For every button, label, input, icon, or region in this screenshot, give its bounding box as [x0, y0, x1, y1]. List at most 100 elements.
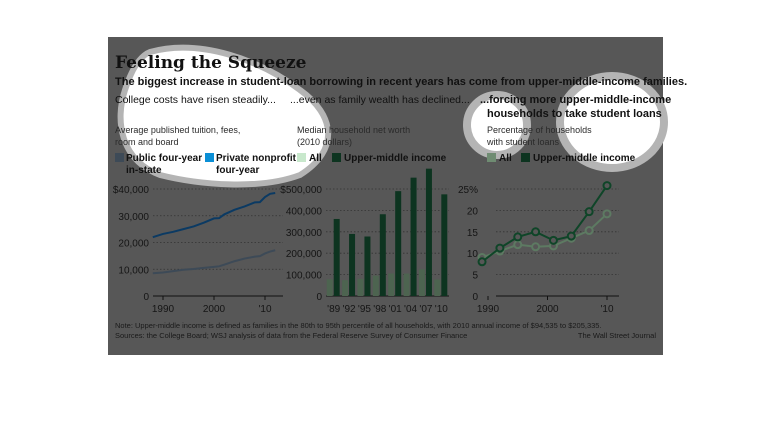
legend-label-upper: Upper-middle income: [533, 153, 636, 164]
chart-net-worth: 0 100,000 200,000 300,000 400,000 $500,000 '89…: [280, 168, 449, 315]
bar-upper-middle: [333, 218, 340, 296]
credit: The Wall Street Journal: [578, 331, 656, 340]
point-all: [531, 242, 541, 252]
point-upper-middle: [566, 231, 576, 241]
legend-swatch-private: [205, 153, 214, 162]
legend-label-private-2: four-year: [216, 165, 259, 176]
bar-upper-middle: [425, 168, 432, 296]
section-3-desc-2: with student loans: [486, 137, 560, 147]
section-3-headline-1: ...forcing more upper-middle-income: [480, 94, 671, 106]
section-3-desc-1: Percentage of households: [487, 125, 592, 135]
x-tick-label: '95: [358, 304, 371, 315]
point-upper-middle: [531, 227, 541, 237]
y-tick-label: $500,000: [280, 185, 322, 196]
footnote: Note: Upper-middle income is defined as …: [115, 321, 602, 330]
legend-label-upper: Upper-middle income: [344, 153, 447, 164]
bar-upper-middle: [441, 194, 448, 296]
point-all: [602, 209, 612, 219]
legend-swatch-public: [115, 153, 124, 162]
legend-chart-1: Public four-year in-state Private nonpro…: [115, 153, 297, 176]
bar-upper-middle: [379, 214, 386, 296]
y-tick-label: 200,000: [286, 249, 323, 260]
bar-all: [418, 269, 425, 296]
y-tick-label: 20,000: [118, 239, 149, 250]
x-tick-label: '89: [327, 304, 340, 315]
y-tick-label: 300,000: [286, 228, 323, 239]
spotlight-middle: [463, 91, 531, 159]
section-1-desc-1: Average published tuition, fees,: [115, 125, 240, 135]
point-upper-middle: [513, 232, 523, 242]
bar-all: [342, 280, 349, 296]
legend-label-all: All: [309, 153, 322, 164]
legend-swatch-upper: [332, 153, 341, 162]
x-tick-label: '10: [600, 304, 613, 315]
point-upper-middle: [584, 207, 594, 217]
bar-upper-middle: [410, 177, 417, 296]
y-tick-label: $40,000: [113, 185, 150, 196]
x-tick-label: '04: [404, 304, 417, 315]
x-tick-label: '07: [419, 304, 432, 315]
legend-swatch-all: [487, 153, 496, 162]
legend-label-public-2: in-state: [126, 165, 162, 176]
point-upper-middle: [548, 235, 558, 245]
bar-all: [372, 275, 379, 296]
chart-subtitle: The biggest increase in student-loan bor…: [115, 76, 687, 88]
legend-chart-3: All Upper-middle income: [487, 153, 636, 164]
x-tick-label: '01: [389, 304, 402, 315]
bar-all: [357, 278, 364, 296]
x-tick-label: 2000: [203, 304, 226, 315]
chart-title: Feeling the Squeeze: [115, 53, 307, 73]
series-line-private: [152, 192, 276, 239]
legend-swatch-all: [297, 153, 306, 162]
bar-upper-middle: [349, 233, 356, 296]
point-all: [513, 240, 523, 250]
x-tick-label: '10: [435, 304, 448, 315]
y-tick-label: 15: [467, 228, 479, 239]
y-tick-label: 0: [316, 292, 322, 303]
x-tick-label: '10: [258, 304, 271, 315]
section-2-headline: ...even as family wealth has declined...: [290, 94, 470, 106]
y-tick-label: 5: [472, 271, 478, 282]
legend-label-private-1: Private nonprofit: [216, 153, 297, 164]
section-3-headline-2: households to take student loans: [487, 108, 662, 120]
y-tick-label: 20: [467, 206, 479, 217]
y-tick-label: 30,000: [118, 212, 149, 223]
section-1-headline: College costs have risen steadily...: [115, 94, 276, 106]
point-all: [584, 226, 594, 236]
x-tick-label: '98: [373, 304, 386, 315]
bar-upper-middle: [364, 236, 371, 296]
legend-swatch-upper: [521, 153, 530, 162]
x-tick-label: 1990: [152, 304, 175, 315]
y-tick-label: 10: [467, 249, 479, 260]
section-2-desc-1: Median household net worth: [297, 125, 410, 135]
spotlights: [117, 44, 668, 188]
point-upper-middle: [477, 257, 487, 267]
bar-all: [434, 279, 441, 296]
chart-student-loans: 0 5 10 15 20 25% 1990 2000 '10: [458, 181, 619, 315]
legend-label-all: All: [499, 153, 512, 164]
bar-all: [326, 279, 333, 296]
x-tick-label: 1990: [477, 304, 500, 315]
legend-label-public-1: Public four-year: [126, 153, 202, 164]
y-tick-label: 0: [472, 292, 478, 303]
y-tick-label: 100,000: [286, 271, 323, 282]
spotlight-left: [117, 44, 332, 188]
sources: Sources: the College Board; WSJ analysis…: [115, 331, 467, 340]
spotlight-right: [556, 72, 668, 172]
y-tick-label: 25%: [458, 185, 478, 196]
y-tick-label: 400,000: [286, 206, 323, 217]
section-2-desc-2: (2010 dollars): [297, 137, 352, 147]
x-tick-label: 2000: [536, 304, 559, 315]
bar-upper-middle: [395, 191, 402, 296]
chart-tuition: 0 10,000 20,000 30,000 $40,000 1990 2000 '10: [113, 185, 283, 315]
y-tick-label: 10,000: [118, 265, 149, 276]
section-1-desc-2: room and board: [115, 137, 179, 147]
y-tick-label: 0: [143, 292, 149, 303]
point-upper-middle: [495, 243, 505, 253]
legend-chart-2: All Upper-middle income: [297, 153, 447, 164]
bar-all: [403, 273, 410, 296]
x-tick-label: '92: [343, 304, 356, 315]
bar-all: [388, 273, 395, 296]
point-upper-middle: [602, 181, 612, 191]
